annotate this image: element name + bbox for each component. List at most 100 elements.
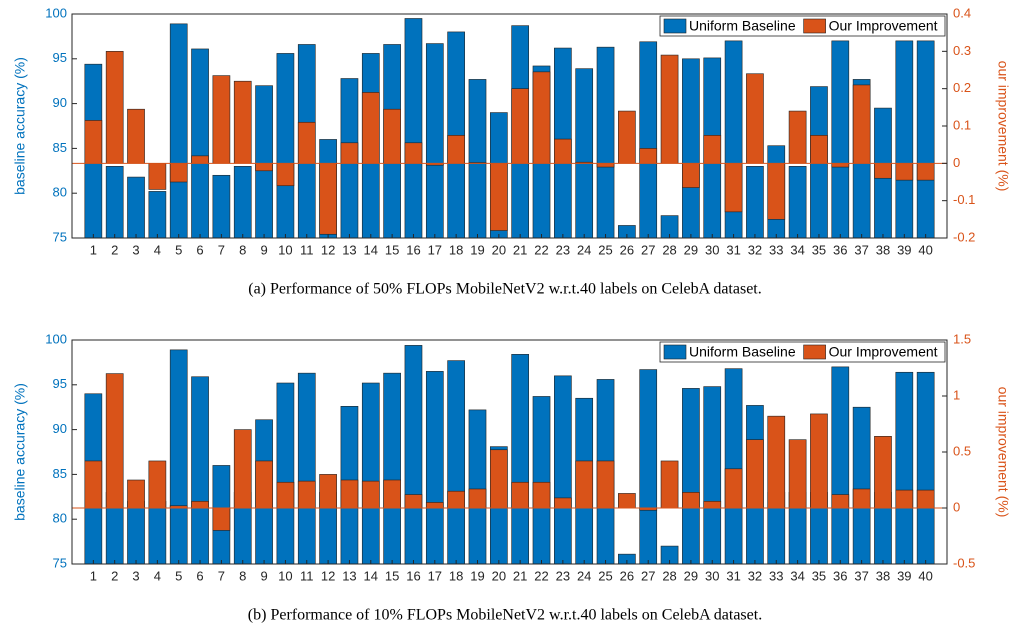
legend-swatch	[803, 344, 826, 360]
x-tick-label: 11	[300, 568, 314, 583]
y2-tick-label: 1	[953, 387, 960, 402]
improvement-bar	[532, 481, 551, 509]
improvement-bar	[852, 84, 871, 164]
baseline-bar	[425, 371, 444, 565]
improvement-bar	[191, 155, 209, 164]
improvement-bar	[767, 415, 786, 509]
x-tick-label: 7	[218, 568, 225, 583]
y2-tick-label: 0.2	[953, 80, 971, 95]
baseline-bar	[297, 372, 316, 565]
legend-swatch	[663, 18, 687, 34]
improvement-bar	[276, 163, 295, 187]
y-tick-label: 80	[53, 511, 67, 526]
baseline-bar	[682, 388, 700, 565]
baseline-bar	[916, 371, 935, 565]
x-tick-label: 22	[534, 568, 548, 583]
legend: Uniform Baseline Our Improvement	[659, 341, 946, 363]
improvement-bar	[575, 460, 594, 509]
baseline-bar	[404, 345, 423, 565]
y-axis-label: baseline accuracy (%)	[12, 383, 28, 521]
y2-axis-label: our improvement (%)	[995, 387, 1011, 518]
improvement-bar	[447, 135, 465, 164]
x-tick-label: 7	[218, 242, 225, 257]
improvement-bar	[127, 108, 145, 164]
baseline-bar	[703, 386, 722, 565]
x-tick-label: 11	[300, 242, 314, 257]
x-tick-label: 36	[833, 242, 847, 257]
baseline-bar	[169, 349, 188, 565]
improvement-bar	[724, 163, 743, 213]
baseline-bar	[639, 41, 658, 239]
x-tick-label: 24	[577, 242, 591, 257]
improvement-bar	[425, 502, 444, 509]
improvement-bar	[596, 460, 615, 509]
x-tick-label: 16	[406, 242, 420, 257]
y2-tick-label: -0.1	[953, 192, 975, 207]
improvement-bar	[84, 460, 103, 509]
improvement-bar	[831, 494, 850, 509]
x-tick-label: 32	[748, 568, 762, 583]
y-tick-label: 95	[53, 376, 67, 391]
improvement-bar	[746, 439, 764, 509]
x-tick-label: 31	[726, 568, 740, 583]
improvement-bar	[596, 163, 615, 168]
improvement-bar	[361, 480, 380, 509]
improvement-bar	[297, 480, 316, 509]
x-tick-label: 40	[918, 568, 932, 583]
x-tick-label: 39	[897, 568, 911, 583]
y-tick-label: 95	[53, 50, 67, 65]
x-tick-label: 28	[662, 242, 676, 257]
x-tick-label: 18	[449, 568, 463, 583]
improvement-bar	[297, 121, 316, 164]
x-tick-label: 30	[705, 242, 719, 257]
y-tick-label: 85	[53, 140, 67, 155]
improvement-bar	[404, 142, 423, 164]
baseline-bar	[639, 369, 658, 565]
x-tick-label: 33	[769, 568, 783, 583]
improvement-bar	[724, 468, 743, 509]
legend-swatch	[803, 18, 826, 34]
baseline-bar	[255, 85, 273, 239]
x-tick-label: 25	[598, 242, 612, 257]
improvement-bar	[212, 507, 231, 531]
improvement-bar	[788, 439, 807, 509]
x-tick-label: 9	[260, 568, 267, 583]
improvement-bar	[169, 163, 188, 183]
baseline-bar	[895, 40, 914, 239]
improvement-bar	[340, 479, 359, 509]
baseline-bar	[852, 406, 871, 565]
x-tick-label: 13	[342, 568, 356, 583]
improvement-bar	[703, 135, 722, 164]
improvement-bar	[468, 488, 487, 509]
x-tick-label: 35	[812, 568, 826, 583]
improvement-bar	[895, 163, 914, 181]
baseline-bar	[468, 409, 487, 565]
x-tick-label: 12	[321, 242, 335, 257]
baseline-bar	[682, 58, 700, 239]
baseline-bar	[212, 174, 231, 239]
x-tick-label: 21	[513, 242, 527, 257]
y2-tick-label: 1.5	[953, 331, 971, 346]
improvement-bar	[361, 92, 380, 164]
y2-tick-label: 0.3	[953, 43, 971, 58]
x-tick-label: 33	[769, 242, 783, 257]
improvement-bar	[511, 88, 530, 164]
caption: (a) Performance of 50% FLOPs MobileNetV2…	[248, 281, 762, 298]
improvement-bar	[916, 489, 935, 509]
x-tick-label: 29	[684, 568, 698, 583]
baseline-bar	[276, 382, 295, 565]
baseline-bar	[532, 396, 551, 565]
x-tick-label: 40	[918, 242, 932, 257]
legend-swatch	[663, 344, 687, 360]
x-tick-label: 10	[278, 242, 292, 257]
x-tick-label: 16	[406, 568, 420, 583]
x-tick-label: 37	[854, 568, 868, 583]
baseline-bar	[276, 53, 295, 239]
baseline-bar	[447, 360, 465, 565]
x-tick-label: 24	[577, 568, 591, 583]
baseline-bar	[831, 366, 850, 565]
y2-tick-label: 0.1	[953, 117, 971, 132]
x-tick-label: 27	[641, 242, 655, 257]
legend-label: Our Improvement	[829, 344, 938, 360]
x-tick-label: 35	[812, 242, 826, 257]
